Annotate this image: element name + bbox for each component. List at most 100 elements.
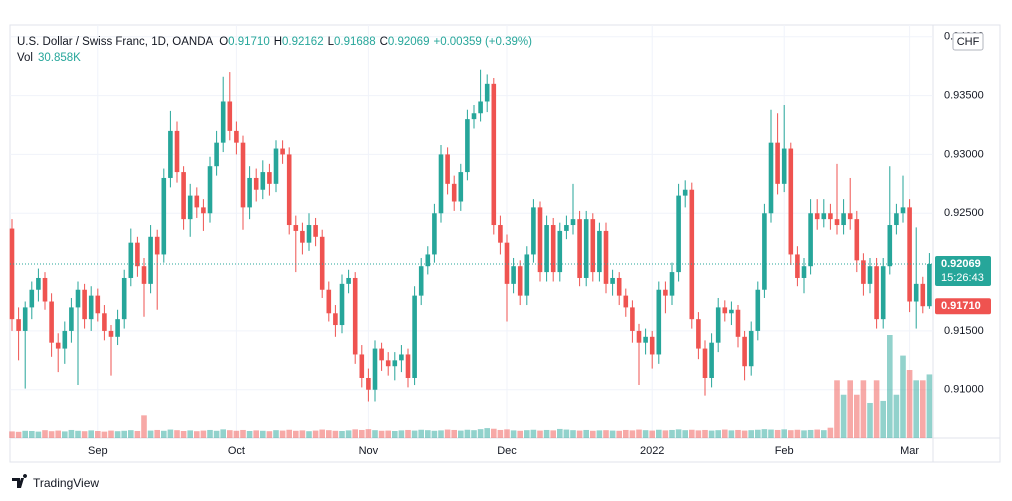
volume-bar xyxy=(662,430,669,438)
x-tick-label: Oct xyxy=(228,445,245,457)
volume-bar xyxy=(603,430,609,438)
volume-bar xyxy=(590,430,596,438)
candle-body xyxy=(333,313,338,326)
volume-bar xyxy=(425,430,431,438)
candle-body xyxy=(656,289,662,355)
x-tick-label: Feb xyxy=(775,445,794,457)
volume-bar xyxy=(722,429,728,438)
volume-bar xyxy=(788,430,794,438)
volume-bar xyxy=(95,430,101,438)
volume-bar xyxy=(682,430,688,438)
candle-body xyxy=(511,266,516,284)
brand: TradingView xyxy=(12,474,99,490)
volume-bar xyxy=(695,430,702,438)
candle-body xyxy=(649,336,655,355)
candle-body xyxy=(194,195,200,208)
volume-bar xyxy=(669,429,675,438)
volume-bar xyxy=(642,430,649,438)
candle-body xyxy=(174,130,180,173)
candle-body xyxy=(95,295,101,314)
candle-body xyxy=(465,119,470,173)
candle-body xyxy=(913,283,919,302)
candle-body xyxy=(808,213,813,267)
volume-bar xyxy=(352,429,358,438)
candle-body xyxy=(669,272,675,296)
candle-body xyxy=(557,230,563,273)
candle-body xyxy=(577,219,582,278)
x-tick-label: Mar xyxy=(900,445,919,457)
volume-bar xyxy=(530,429,537,438)
volume-bar xyxy=(114,431,121,438)
volume-bar xyxy=(794,429,801,438)
volume-bar xyxy=(15,431,22,438)
candle-body xyxy=(260,172,266,190)
candle-body xyxy=(742,336,747,367)
candle-body xyxy=(36,277,41,290)
volume-bar xyxy=(873,380,880,438)
volume-bar xyxy=(821,430,827,438)
candle-body xyxy=(181,172,186,220)
candle-body xyxy=(55,342,61,349)
candle-body xyxy=(352,277,358,355)
candle-body xyxy=(82,289,87,320)
candle-body xyxy=(814,213,820,220)
symbol-title: U.S. Dollar / Swiss Franc, 1D, OANDA xyxy=(17,36,214,48)
volume-bar xyxy=(484,428,490,438)
volume-bar xyxy=(708,430,715,438)
volume-bar xyxy=(359,429,365,438)
volume-bar xyxy=(319,429,325,438)
volume-bar xyxy=(926,374,933,438)
candle-body xyxy=(108,330,114,337)
volume-bar xyxy=(504,429,510,438)
volume-bar xyxy=(339,430,345,438)
candle-body xyxy=(630,307,635,331)
volume-value: 30.858K xyxy=(38,52,81,64)
candle-body xyxy=(927,263,932,307)
candle-body xyxy=(379,348,384,361)
volume-bar xyxy=(893,394,900,438)
candle-body xyxy=(504,242,510,284)
candle-body xyxy=(69,307,74,331)
volume-bar xyxy=(715,430,721,438)
candle-body xyxy=(346,277,351,284)
ohlc-key: H xyxy=(274,36,282,48)
volume-bar xyxy=(854,394,860,438)
candle-body xyxy=(16,319,21,331)
volume-bar xyxy=(451,429,457,438)
candle-body xyxy=(326,289,332,314)
candle-body xyxy=(273,148,279,184)
candle-body xyxy=(148,236,153,284)
candle-body xyxy=(154,236,160,255)
volume-bar xyxy=(194,431,200,438)
volume-bar xyxy=(227,430,233,438)
countdown-label: 15:26:43 xyxy=(941,272,984,284)
candle-body xyxy=(187,195,193,220)
candle-body xyxy=(412,295,417,378)
volume-bar xyxy=(702,429,708,438)
candle-body xyxy=(755,289,761,331)
candle-body xyxy=(867,266,873,284)
volume-bar xyxy=(312,430,319,438)
candle-body xyxy=(247,177,252,208)
volume-bar xyxy=(497,429,504,438)
candle-body xyxy=(62,330,68,349)
volume-bar xyxy=(293,430,299,438)
candle-body xyxy=(676,195,681,273)
candle-body xyxy=(498,225,503,243)
volume-bar xyxy=(867,402,873,438)
y-tick-label: 0.93000 xyxy=(944,148,984,160)
volume-bar xyxy=(438,430,444,438)
candle-body xyxy=(531,207,536,255)
volume-bar xyxy=(121,430,127,438)
volume-bar xyxy=(260,430,266,438)
candle-body xyxy=(253,177,259,190)
candle-body xyxy=(300,230,305,243)
candle-body xyxy=(42,277,48,302)
candle-body xyxy=(762,213,767,290)
volume-bar xyxy=(392,430,398,438)
price-label: 0.91710 xyxy=(941,300,981,312)
volume-bar xyxy=(365,429,372,438)
candle-body xyxy=(293,225,299,231)
candle-body xyxy=(9,228,15,320)
